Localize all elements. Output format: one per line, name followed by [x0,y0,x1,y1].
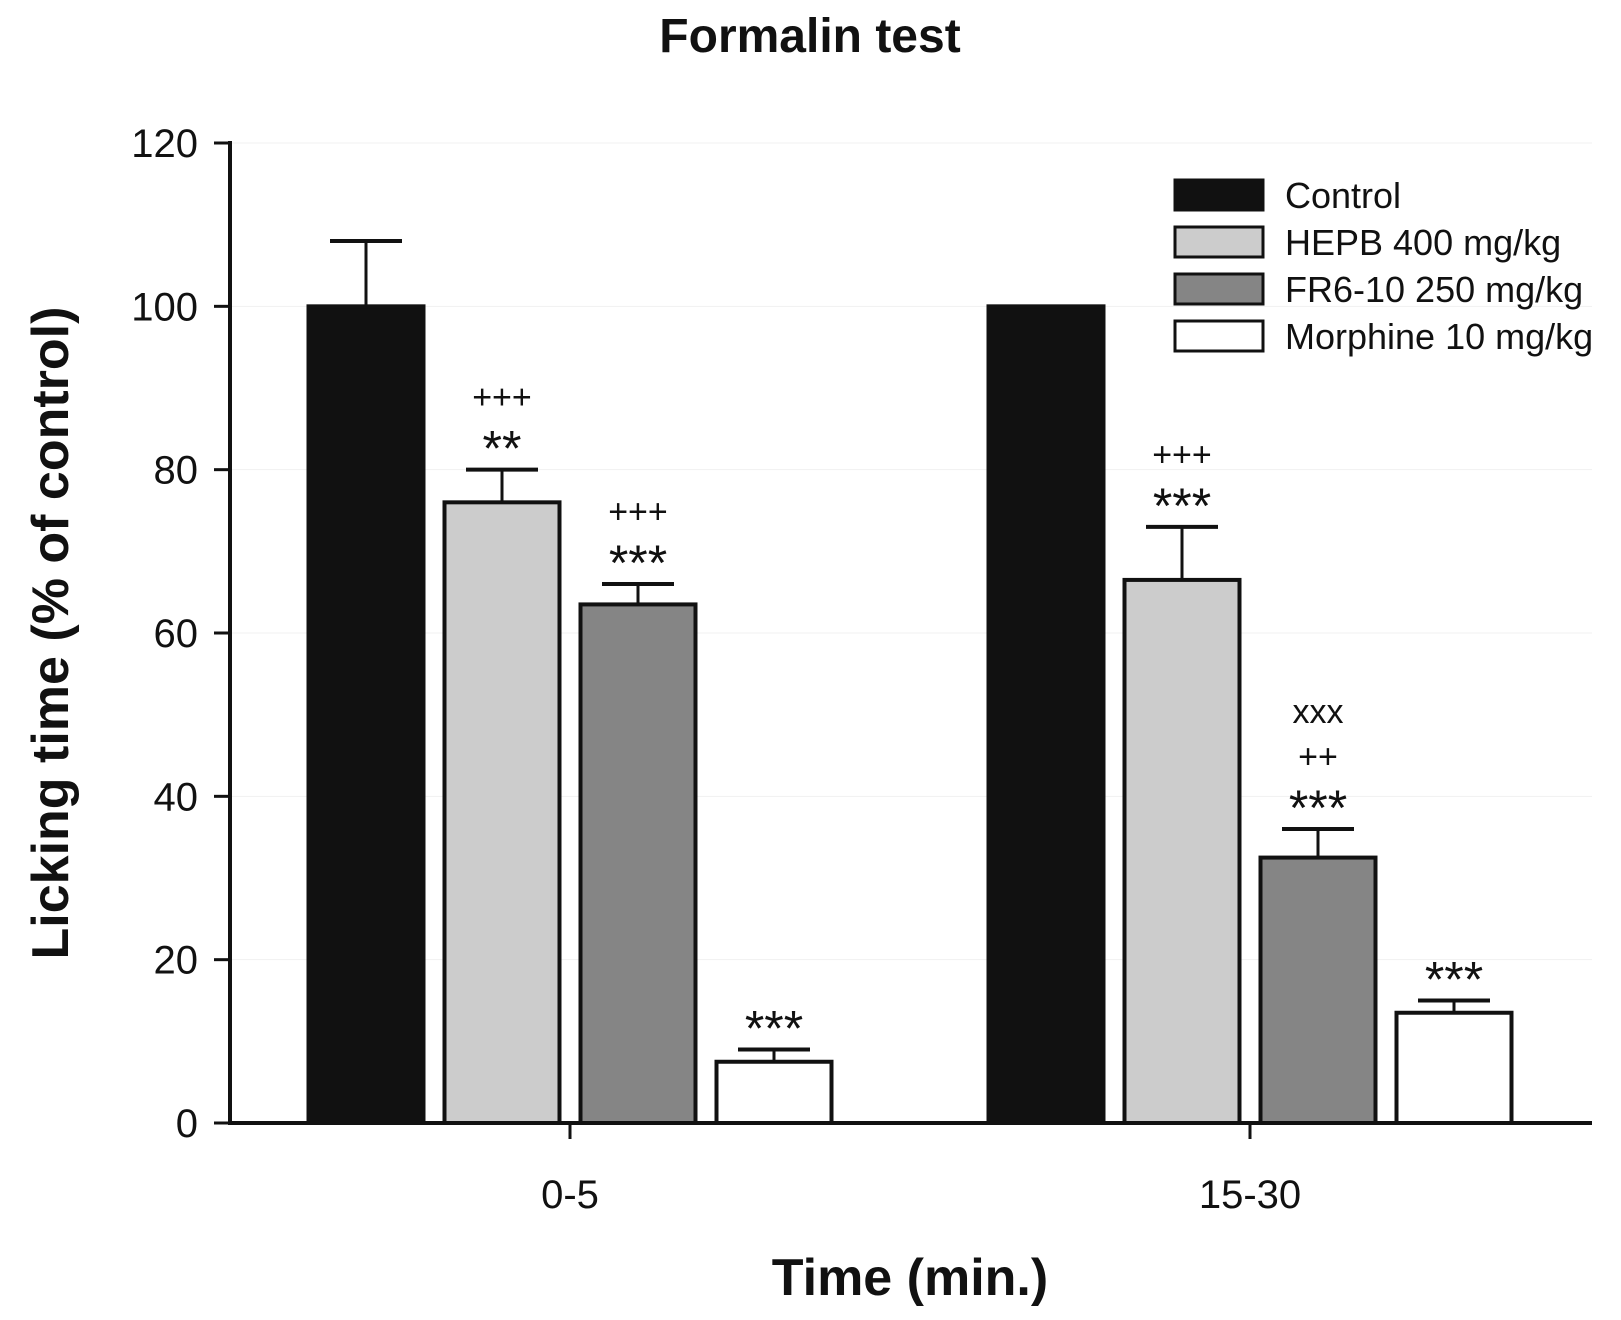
y-tick-label-120: 120 [131,122,198,166]
x-axis-title: Time (min.) [772,1249,1048,1307]
y-tick-label-20: 20 [154,939,199,983]
legend-label-2: FR6-10 250 mg/kg [1285,269,1583,310]
significance-label-15-30-1-1: *** [1153,478,1211,534]
significance-label-15-30-2-0: xxx [1293,693,1344,731]
x-axis: 0-5 15-30 [228,1121,1592,1217]
bar-0-5-fr6-10-250-mg-kg [578,602,698,1125]
y-axis-title: Licking time (% of control) [22,307,80,960]
plot-area: +++ ** +++ *** *** +++ *** xxx ++ *** *** [230,142,1592,1126]
x-tick-label-15-30: 15-30 [1199,1173,1301,1217]
legend-item-2: FR6-10 250 mg/kg [1173,269,1583,310]
legend-item-0: Control [1173,175,1401,216]
y-tick-label-80: 80 [154,449,199,493]
bar-group-15-30-2: xxx ++ *** [1258,693,1378,1125]
y-tick-label-100: 100 [131,285,198,329]
bar-15-30-hepb-400-mg-kg [1122,577,1242,1125]
legend-item-1: HEPB 400 mg/kg [1173,222,1561,263]
bar-group-0-5-2: +++ *** [578,493,698,1125]
bar-group-15-30-0 [986,304,1106,1126]
significance-label-15-30-2-1: ++ [1298,738,1338,776]
bar-group-15-30-1: +++ *** [1122,436,1242,1125]
significance-label-15-30-2-2: *** [1289,780,1347,836]
legend-swatch-3 [1173,319,1265,353]
legend-label-1: HEPB 400 mg/kg [1285,222,1561,263]
bar-group-0-5-0 [306,239,426,1126]
bar-group-0-5-1: +++ ** [442,379,562,1126]
legend-swatch-1 [1173,225,1265,259]
bar-group-15-30-3: *** [1394,952,1514,1125]
y-tick-label-40: 40 [154,775,199,819]
significance-label-0-5-2-0: +++ [608,493,668,531]
y-tick-label-0: 0 [176,1102,198,1146]
y-tick-label-60: 60 [154,612,199,656]
bar-15-30-morphine-10-mg-kg [1394,1010,1514,1125]
legend-label-0: Control [1285,175,1401,216]
bar-group-0-5-3: *** [714,1001,834,1125]
significance-label-0-5-1-0: +++ [472,379,532,417]
bar-15-30-control [986,304,1106,1126]
x-tick-label-0-5: 0-5 [541,1173,599,1217]
legend: Control HEPB 400 mg/kg FR6-10 250 mg/kg Mor… [1173,175,1593,357]
bar-0-5-hepb-400-mg-kg [442,500,562,1126]
legend-swatch-2 [1173,272,1265,306]
significance-label-15-30-1-0: +++ [1152,436,1212,474]
legend-label-3: Morphine 10 mg/kg [1285,316,1593,357]
legend-item-3: Morphine 10 mg/kg [1173,316,1593,357]
bar-0-5-morphine-10-mg-kg [714,1059,834,1125]
y-axis: 0 20 40 60 80 100 120 [131,122,232,1146]
significance-label-0-5-3-0: *** [745,1001,803,1057]
legend-swatch-0 [1173,178,1265,212]
chart-title: Formalin test [659,10,960,63]
significance-label-15-30-3-0: *** [1425,952,1483,1008]
bar-15-30-fr6-10-250-mg-kg [1258,855,1378,1125]
bar-0-5-control [306,304,426,1126]
significance-label-0-5-1-1: ** [483,421,522,477]
significance-label-0-5-2-1: *** [609,535,667,591]
